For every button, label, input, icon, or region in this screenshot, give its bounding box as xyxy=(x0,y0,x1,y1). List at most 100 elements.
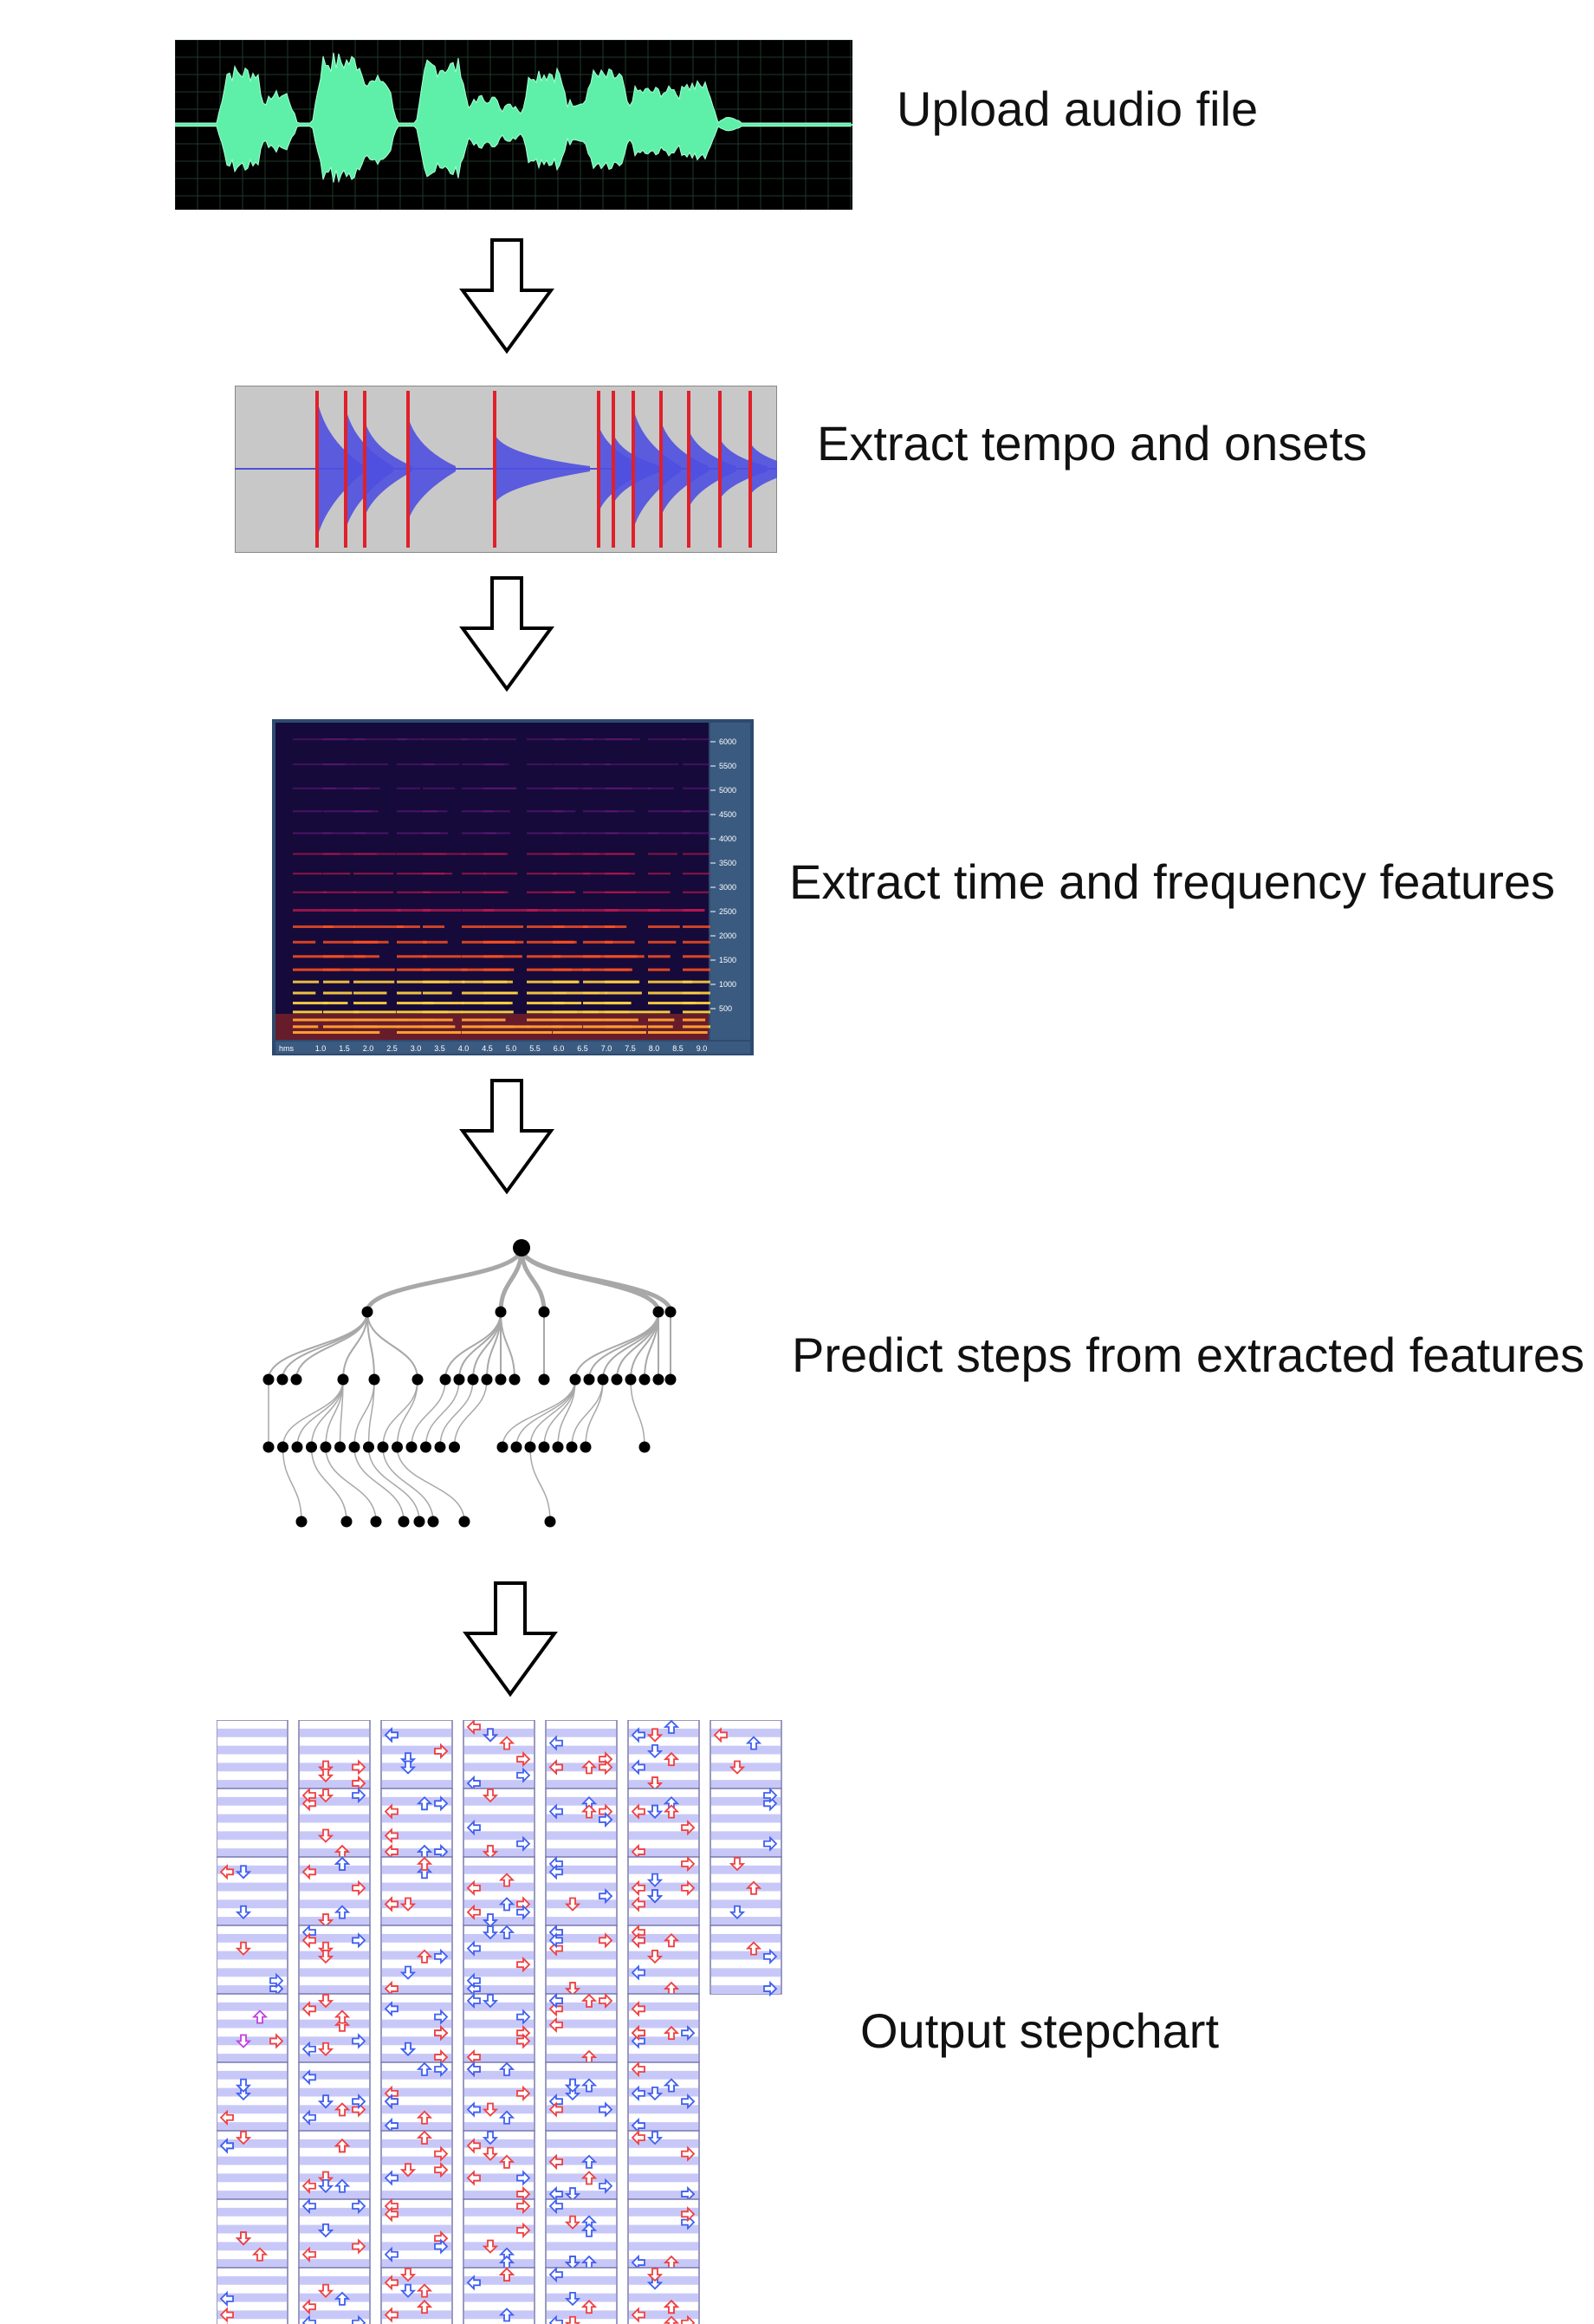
spectrogram-plot-area xyxy=(275,723,709,1040)
time-tick-label: 9.0 xyxy=(697,1044,708,1053)
onset-waveform-image xyxy=(235,386,777,553)
freq-tick-label: 3000 xyxy=(719,883,736,892)
tree-node xyxy=(538,1373,550,1386)
tree-node xyxy=(638,1441,651,1453)
tree-node xyxy=(340,1516,353,1528)
tree-node xyxy=(368,1373,380,1386)
waveform-image xyxy=(175,40,852,210)
tree-node xyxy=(569,1373,581,1386)
tree-node xyxy=(495,1306,507,1318)
tree-node xyxy=(377,1441,389,1453)
tree-node xyxy=(467,1373,479,1386)
tree-panel xyxy=(251,1230,702,1534)
freq-tick-label: 500 xyxy=(719,1004,732,1013)
time-tick-label: 8.5 xyxy=(672,1044,684,1053)
step-label-upload: Upload audio file xyxy=(897,81,1259,136)
tree-node xyxy=(495,1373,507,1386)
time-tick-label: 3.5 xyxy=(434,1044,445,1053)
tree-node xyxy=(262,1373,275,1386)
tree-node xyxy=(290,1373,302,1386)
freq-tick-label: 5500 xyxy=(719,762,736,770)
tree-node xyxy=(392,1441,403,1453)
tree-node xyxy=(348,1441,360,1453)
tree-node xyxy=(411,1373,424,1386)
tree-node xyxy=(513,1239,530,1256)
tree-node xyxy=(291,1441,303,1453)
time-tick-label: 2.0 xyxy=(363,1044,374,1053)
step-label-predict: Predict steps from extracted features xyxy=(792,1328,1585,1382)
tree-node xyxy=(449,1441,460,1453)
waveform-panel xyxy=(175,40,852,210)
tree-node xyxy=(552,1441,564,1453)
stepchart-panel xyxy=(217,1720,788,2324)
tree-node xyxy=(544,1516,556,1528)
time-tick-label: 4.0 xyxy=(458,1044,470,1053)
tree-node xyxy=(524,1441,536,1453)
spectrogram-panel: 6000 5500 5000 4500 4000 3500 3000 2500 2000 1500… xyxy=(272,719,754,1055)
flow-arrow-1 xyxy=(459,238,554,355)
tree-node xyxy=(566,1441,578,1453)
freq-tick-label: 3500 xyxy=(719,859,736,867)
tree-node xyxy=(496,1441,509,1453)
tree-node xyxy=(510,1441,522,1453)
tree-node xyxy=(625,1373,637,1386)
tree-node xyxy=(538,1306,550,1318)
freq-tick-label: 2000 xyxy=(719,932,736,940)
tree-node xyxy=(420,1441,431,1453)
tree-node xyxy=(427,1516,439,1528)
tree-node xyxy=(398,1516,410,1528)
spectrogram-image: 6000 5500 5000 4500 4000 3500 3000 2500 2000 1500… xyxy=(272,719,754,1055)
tree-node xyxy=(262,1441,275,1453)
freq-tick-label: 2500 xyxy=(719,907,736,916)
time-tick-label: 7.0 xyxy=(601,1044,612,1053)
time-tick-label: 1.5 xyxy=(339,1044,350,1053)
freq-tick-label: 4000 xyxy=(719,834,736,843)
tree-node xyxy=(413,1516,425,1528)
tree-node xyxy=(580,1441,592,1453)
freq-tick-label: 1000 xyxy=(719,980,736,989)
tree-node xyxy=(583,1373,595,1386)
tree-node xyxy=(638,1373,651,1386)
tree-node xyxy=(652,1373,664,1386)
tree-node xyxy=(458,1516,470,1528)
down-arrow-icon xyxy=(459,1079,554,1195)
onset-panel xyxy=(235,386,777,553)
decision-tree-image xyxy=(262,1239,677,1528)
tree-node xyxy=(652,1306,664,1318)
tree-node xyxy=(306,1441,317,1453)
time-tick-label: 7.5 xyxy=(625,1044,636,1053)
tree-node xyxy=(370,1516,382,1528)
time-tick-label: 6.5 xyxy=(577,1044,588,1053)
time-tick-label: 5.5 xyxy=(529,1044,541,1053)
tree-node xyxy=(611,1373,623,1386)
down-arrow-icon xyxy=(459,238,554,354)
down-arrow-icon xyxy=(459,576,554,692)
tree-node xyxy=(337,1373,349,1386)
flow-arrow-2 xyxy=(459,576,554,693)
step-label-features: Extract time and frequency features xyxy=(789,854,1555,909)
tree-node xyxy=(334,1441,346,1453)
tree-node xyxy=(361,1306,373,1318)
time-tick-label: 4.5 xyxy=(482,1044,493,1053)
tree-node xyxy=(295,1516,308,1528)
tree-node xyxy=(434,1441,446,1453)
tree-node xyxy=(509,1373,521,1386)
time-tick-label: 8.0 xyxy=(649,1044,660,1053)
stepchart-image xyxy=(217,1720,782,2324)
tree-node xyxy=(664,1373,677,1386)
time-unit-label: hms xyxy=(279,1044,295,1053)
down-arrow-icon xyxy=(463,1581,558,1698)
tree-node xyxy=(538,1441,550,1453)
time-tick-label: 5.0 xyxy=(506,1044,517,1053)
flow-arrow-3 xyxy=(459,1079,554,1196)
tree-node xyxy=(320,1441,332,1453)
tree-node xyxy=(276,1373,288,1386)
tree-node xyxy=(597,1373,609,1386)
time-tick-label: 1.0 xyxy=(315,1044,327,1053)
tree-node xyxy=(439,1373,451,1386)
freq-tick-label: 6000 xyxy=(719,737,736,746)
freq-tick-label: 5000 xyxy=(719,786,736,795)
tree-node xyxy=(481,1373,493,1386)
flow-arrow-4 xyxy=(463,1581,558,1698)
time-tick-label: 2.5 xyxy=(386,1044,398,1053)
